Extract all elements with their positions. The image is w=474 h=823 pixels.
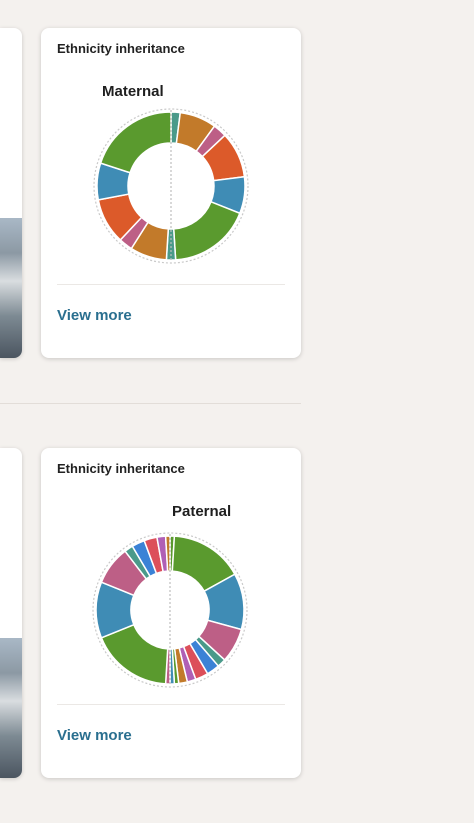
previous-card-edge[interactable] (0, 448, 22, 778)
ethnicity-inheritance-card-paternal: Ethnicity inheritance Paternal View more (41, 448, 301, 778)
paternal-donut-chart (92, 532, 248, 688)
donut-guide-ring (92, 532, 248, 688)
card-divider (57, 704, 285, 705)
previous-card-edge[interactable] (0, 28, 22, 358)
chart-label-maternal: Maternal (102, 83, 164, 100)
maternal-donut-chart (93, 108, 249, 264)
card-photo (0, 638, 22, 778)
card-divider (57, 284, 285, 285)
donut-slice (172, 200, 241, 261)
section-divider (0, 403, 301, 404)
card-photo (0, 218, 22, 358)
chart-label-paternal: Paternal (172, 503, 232, 520)
donut-slice (99, 111, 172, 174)
card-title: Ethnicity inheritance (57, 461, 185, 476)
view-more-link[interactable]: View more (57, 307, 132, 324)
donut-guide-ring (93, 108, 249, 264)
card-title: Ethnicity inheritance (57, 41, 185, 56)
view-more-link[interactable]: View more (57, 727, 132, 744)
ethnicity-inheritance-card-maternal: Ethnicity inheritance Maternal View more (41, 28, 301, 358)
